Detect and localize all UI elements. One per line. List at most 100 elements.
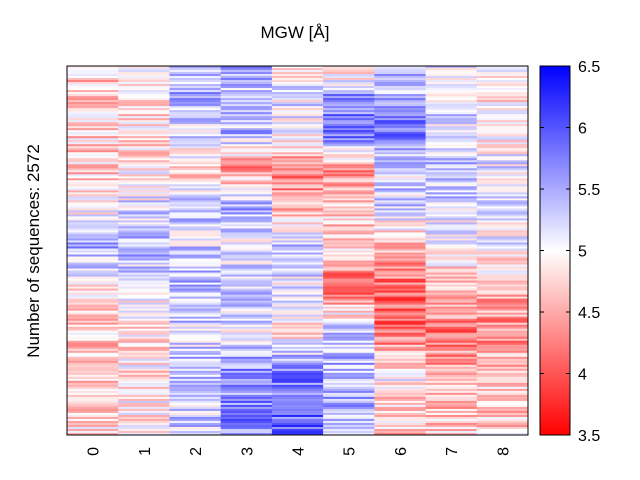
heatmap-cell: [169, 324, 222, 328]
heatmap-cell: [220, 180, 273, 183]
heatmap-cell: [169, 430, 222, 434]
heatmap-cell: [476, 230, 528, 233]
heatmap-cell: [67, 136, 119, 139]
heatmap-cell: [67, 368, 119, 372]
heatmap-cell: [169, 184, 222, 187]
heatmap-cell: [425, 286, 478, 290]
heatmap-cell: [425, 190, 478, 193]
heatmap-cell: [118, 116, 170, 119]
heatmap-cell: [323, 256, 375, 259]
heatmap-cell: [220, 414, 273, 418]
heatmap-cell: [323, 384, 375, 388]
heatmap-cell: [374, 166, 426, 169]
heatmap-cell: [220, 432, 273, 435]
heatmap-cell: [374, 110, 426, 113]
heatmap-cell: [476, 406, 528, 410]
heatmap-cell: [374, 320, 426, 324]
heatmap-cell: [169, 68, 222, 71]
heatmap-cell: [271, 278, 324, 281]
heatmap-cell: [220, 120, 273, 123]
heatmap-cell: [220, 430, 273, 434]
heatmap-cell: [374, 274, 426, 277]
heatmap-cell: [476, 232, 528, 235]
heatmap-cell: [374, 360, 426, 364]
heatmap-cell: [476, 398, 528, 402]
heatmap-cell: [67, 334, 119, 338]
heatmap-cell: [271, 248, 324, 251]
heatmap-cell: [271, 122, 324, 125]
heatmap-cell: [118, 250, 170, 253]
heatmap-cell: [476, 360, 528, 364]
heatmap-cell: [271, 412, 324, 416]
heatmap-cell: [425, 426, 478, 430]
heatmap-cell: [271, 70, 324, 73]
heatmap-cell: [476, 198, 528, 201]
heatmap-cell: [118, 164, 170, 167]
heatmap-cell: [271, 194, 324, 197]
heatmap-cell: [169, 394, 222, 398]
heatmap-cell: [476, 392, 528, 396]
heatmap-cell: [476, 224, 528, 227]
heatmap-cell: [271, 398, 324, 402]
heatmap-cell: [374, 100, 426, 103]
heatmap-cell: [323, 98, 375, 101]
heatmap-cell: [67, 230, 119, 233]
heatmap-cell: [67, 254, 119, 257]
heatmap-cell: [323, 302, 375, 306]
heatmap-cell: [323, 374, 375, 378]
heatmap-cell: [67, 98, 119, 101]
heatmap-cell: [169, 162, 222, 165]
heatmap-cell: [323, 228, 375, 231]
heatmap-cell: [169, 404, 222, 408]
heatmap-cell: [323, 380, 375, 384]
heatmap-cell: [271, 202, 324, 205]
heatmap-cell: [374, 234, 426, 237]
heatmap-cell: [476, 120, 528, 123]
heatmap-cell: [169, 400, 222, 404]
heatmap-cell: [323, 390, 375, 394]
heatmap-cell: [118, 214, 170, 217]
heatmap-cell: [425, 134, 478, 137]
heatmap-cell: [271, 298, 324, 302]
heatmap-cell: [323, 194, 375, 197]
heatmap-cell: [476, 148, 528, 151]
heatmap-cell: [118, 392, 170, 396]
heatmap-cell: [271, 176, 324, 179]
colorbar-tick-label: 3.5: [578, 428, 600, 445]
heatmap-cell: [476, 80, 528, 83]
heatmap-cell: [169, 216, 222, 219]
x-tick-label: 3: [239, 447, 256, 456]
heatmap-cell: [67, 406, 119, 410]
heatmap-cell: [220, 158, 273, 161]
heatmap-cell: [323, 144, 375, 147]
heatmap-cell: [169, 74, 222, 77]
heatmap-cell: [169, 200, 222, 203]
heatmap-cell: [67, 372, 119, 376]
heatmap-cell: [271, 260, 324, 263]
heatmap-cell: [118, 354, 170, 358]
heatmap-cell: [118, 342, 170, 346]
heatmap-cell: [271, 224, 324, 227]
heatmap-cell: [374, 168, 426, 171]
heatmap-cell: [220, 272, 273, 275]
heatmap-cell: [271, 242, 324, 245]
heatmap-cell: [118, 134, 170, 137]
heatmap-cell: [271, 254, 324, 257]
heatmap-cell: [169, 144, 222, 147]
heatmap-cell: [220, 376, 273, 380]
heatmap-cell: [67, 360, 119, 364]
heatmap-cell: [323, 312, 375, 316]
heatmap-cell: [169, 222, 222, 225]
heatmap-cell: [271, 296, 324, 300]
heatmap-cell: [323, 276, 375, 279]
heatmap-cell: [323, 66, 375, 69]
heatmap-cell: [476, 102, 528, 105]
heatmap-cell: [118, 172, 170, 175]
heatmap-cell: [476, 196, 528, 199]
heatmap-cell: [220, 286, 273, 290]
heatmap-cell: [118, 78, 170, 81]
heatmap-cell: [476, 432, 528, 435]
heatmap-cell: [67, 364, 119, 368]
